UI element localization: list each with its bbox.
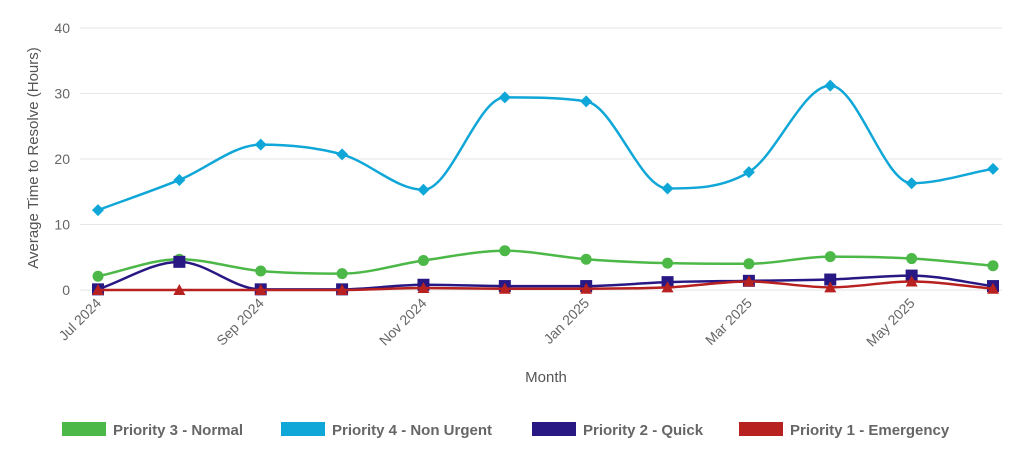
series-4 <box>92 275 999 295</box>
data-point <box>417 183 430 196</box>
x-tick-label: Nov 2024 <box>376 295 430 349</box>
data-point <box>254 284 267 295</box>
legend-item[interactable]: Priority 2 - Quick <box>532 422 704 439</box>
data-point <box>742 275 755 287</box>
data-point <box>824 251 836 263</box>
data-point <box>987 260 999 272</box>
data-point <box>905 275 918 287</box>
data-point <box>254 138 267 151</box>
data-point <box>987 162 999 175</box>
data-point <box>336 284 349 295</box>
legend-label: Priority 1 - Emergency <box>790 422 950 439</box>
y-tick-label: 30 <box>54 86 70 102</box>
y-tick-label: 40 <box>54 20 70 36</box>
data-point <box>824 281 837 293</box>
x-axis-ticks: Jul 2024 Sep 2024 Nov 2024 Jan 2025 Mar 2025… <box>55 295 918 350</box>
data-point <box>906 253 918 265</box>
data-point <box>580 95 593 108</box>
series-line <box>98 280 994 292</box>
legend: Priority 3 - Normal Priority 4 - Non Urge… <box>62 422 950 439</box>
data-point <box>905 177 918 190</box>
legend-label: Priority 3 - Normal <box>113 422 243 439</box>
legend-swatch <box>62 422 106 436</box>
data-point <box>173 284 186 295</box>
x-tick-label: May 2025 <box>863 295 918 350</box>
data-point <box>255 265 267 277</box>
legend-item[interactable]: Priority 3 - Normal <box>62 422 243 439</box>
series-line <box>97 84 994 212</box>
data-point <box>661 182 674 195</box>
data-point <box>92 284 104 295</box>
data-point <box>498 91 511 104</box>
x-tick-label: Jan 2025 <box>540 295 592 347</box>
series-2 <box>92 79 999 217</box>
legend-swatch <box>532 422 576 436</box>
series-line <box>97 260 994 291</box>
data-point <box>417 255 429 267</box>
series-line <box>97 249 994 278</box>
series-1 <box>92 245 999 282</box>
data-point <box>661 281 674 293</box>
legend-item[interactable]: Priority 1 - Emergency <box>739 422 950 439</box>
data-point <box>499 245 511 257</box>
x-tick-label: Mar 2025 <box>702 295 755 348</box>
legend-swatch <box>739 422 783 436</box>
data-point <box>987 282 999 294</box>
data-point <box>92 270 104 282</box>
y-tick-label: 0 <box>62 282 70 298</box>
y-axis-ticks: 0 10 20 30 40 <box>54 20 70 298</box>
data-point <box>742 166 755 179</box>
x-tick-label: Jul 2024 <box>55 295 104 344</box>
y-tick-label: 10 <box>54 217 70 233</box>
y-tick-label: 20 <box>54 151 70 167</box>
y-axis-title: Average Time to Resolve (Hours) <box>25 47 42 268</box>
x-tick-label: Sep 2024 <box>213 295 267 349</box>
data-point <box>336 148 349 161</box>
data-point <box>417 282 430 294</box>
data-point <box>498 282 511 294</box>
legend-item[interactable]: Priority 4 - Non Urgent <box>281 422 492 439</box>
x-axis-title: Month <box>525 369 567 386</box>
data-point <box>580 282 593 294</box>
series-layer <box>92 79 999 296</box>
legend-swatch <box>281 422 325 436</box>
data-point <box>173 255 186 268</box>
data-point <box>336 268 348 280</box>
legend-label: Priority 4 - Non Urgent <box>332 422 492 439</box>
data-point <box>92 204 104 217</box>
data-point <box>173 173 186 186</box>
grid-lines <box>80 27 1002 291</box>
data-point <box>743 258 755 270</box>
data-point <box>824 273 837 286</box>
data-point <box>824 79 837 92</box>
data-point <box>662 257 674 269</box>
data-point <box>580 253 592 265</box>
legend-label: Priority 2 - Quick <box>583 422 704 439</box>
